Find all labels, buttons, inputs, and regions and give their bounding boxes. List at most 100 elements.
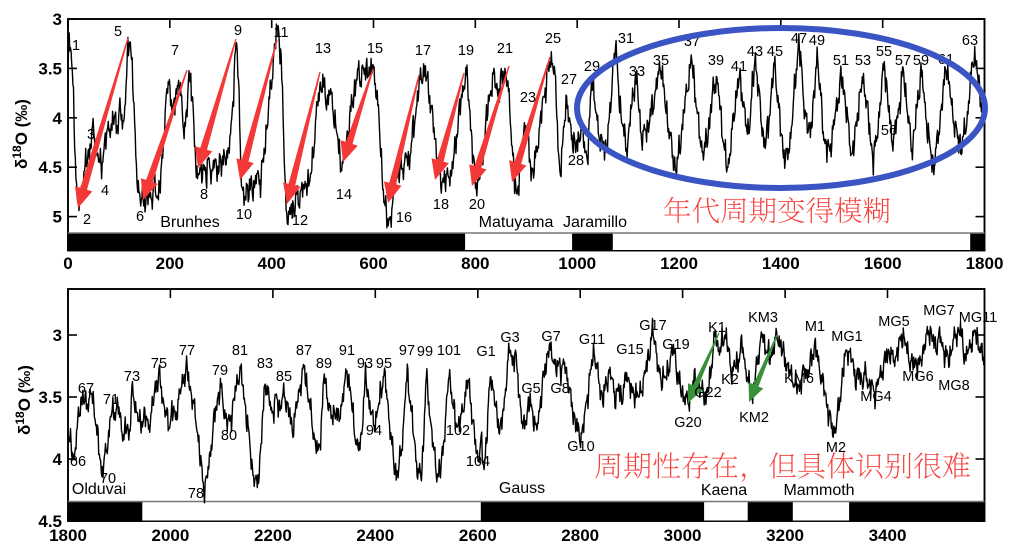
- svg-text:94: 94: [366, 423, 382, 439]
- svg-text:6: 6: [136, 209, 144, 225]
- svg-text:Brunhes: Brunhes: [160, 214, 220, 231]
- svg-text:MG8: MG8: [938, 378, 969, 394]
- svg-text:K2: K2: [721, 372, 739, 388]
- svg-text:G10: G10: [567, 439, 594, 455]
- svg-text:51: 51: [833, 53, 849, 69]
- svg-text:MG1: MG1: [831, 329, 862, 345]
- svg-text:25: 25: [545, 31, 561, 47]
- svg-text:3: 3: [53, 10, 62, 29]
- svg-text:12: 12: [292, 213, 308, 229]
- svg-text:47: 47: [791, 31, 807, 47]
- svg-text:93: 93: [357, 356, 373, 372]
- svg-text:95: 95: [376, 356, 392, 372]
- svg-text:3: 3: [87, 127, 95, 143]
- svg-text:53: 53: [855, 53, 871, 69]
- svg-text:101: 101: [437, 343, 461, 359]
- svg-text:56: 56: [881, 123, 897, 139]
- svg-text:23: 23: [520, 90, 536, 106]
- svg-text:89: 89: [316, 356, 332, 372]
- svg-text:200: 200: [156, 254, 184, 273]
- svg-text:KM2: KM2: [739, 410, 769, 426]
- svg-text:33: 33: [629, 64, 645, 80]
- svg-text:2000: 2000: [151, 526, 189, 545]
- svg-text:16: 16: [396, 210, 412, 226]
- svg-text:63: 63: [962, 33, 978, 49]
- svg-text:1800: 1800: [966, 254, 1004, 273]
- svg-text:9: 9: [234, 23, 242, 39]
- svg-text:MG7: MG7: [923, 303, 954, 319]
- svg-text:4: 4: [53, 109, 63, 128]
- svg-text:G19: G19: [662, 337, 689, 353]
- svg-text:21: 21: [497, 41, 513, 57]
- svg-text:1800: 1800: [49, 526, 87, 545]
- svg-text:71: 71: [103, 392, 119, 408]
- svg-text:3400: 3400: [869, 526, 907, 545]
- svg-text:7: 7: [171, 43, 179, 59]
- svg-text:G5: G5: [521, 381, 540, 397]
- svg-text:99: 99: [417, 344, 433, 360]
- svg-text:G7: G7: [541, 329, 560, 345]
- svg-text:18: 18: [433, 197, 449, 213]
- svg-text:G22: G22: [694, 385, 721, 401]
- svg-text:M2: M2: [826, 440, 846, 456]
- svg-text:M1: M1: [805, 319, 825, 335]
- svg-text:67: 67: [78, 381, 94, 397]
- svg-text:MG5: MG5: [878, 314, 909, 330]
- svg-text:1400: 1400: [762, 254, 800, 273]
- svg-text:55: 55: [876, 44, 892, 60]
- svg-text:4.5: 4.5: [38, 158, 62, 177]
- svg-text:KM6: KM6: [784, 371, 814, 387]
- svg-text:57: 57: [895, 53, 911, 69]
- svg-text:600: 600: [359, 254, 387, 273]
- svg-text:2: 2: [83, 212, 91, 228]
- svg-text:104: 104: [466, 454, 490, 470]
- svg-text:20: 20: [469, 197, 485, 213]
- svg-text:Olduvai: Olduvai: [72, 481, 126, 498]
- svg-text:87: 87: [296, 343, 312, 359]
- svg-text:800: 800: [461, 254, 489, 273]
- svg-text:73: 73: [124, 369, 140, 385]
- svg-text:97: 97: [399, 343, 415, 359]
- svg-text:1600: 1600: [864, 254, 902, 273]
- svg-text:4: 4: [101, 183, 109, 199]
- svg-text:41: 41: [731, 59, 747, 75]
- svg-text:79: 79: [212, 363, 228, 379]
- svg-text:102: 102: [446, 423, 470, 439]
- svg-text:G15: G15: [616, 342, 643, 358]
- svg-text:81: 81: [232, 343, 248, 359]
- svg-text:G20: G20: [674, 415, 701, 431]
- svg-text:Kaena: Kaena: [701, 482, 747, 499]
- svg-text:2400: 2400: [356, 526, 394, 545]
- svg-text:G8: G8: [550, 381, 569, 397]
- svg-text:75: 75: [151, 356, 167, 372]
- svg-text:17: 17: [415, 43, 431, 59]
- svg-text:49: 49: [809, 33, 825, 49]
- svg-text:11: 11: [273, 25, 288, 41]
- svg-text:400: 400: [258, 254, 286, 273]
- svg-text:3.5: 3.5: [38, 388, 62, 407]
- svg-text:45: 45: [767, 44, 783, 60]
- svg-text:MG11: MG11: [959, 310, 997, 326]
- svg-text:19: 19: [458, 43, 474, 59]
- svg-text:G3: G3: [500, 330, 519, 346]
- svg-text:43: 43: [747, 44, 763, 60]
- svg-text:4.5: 4.5: [38, 512, 62, 531]
- svg-text:Mammoth: Mammoth: [783, 482, 854, 499]
- svg-text:91: 91: [339, 343, 355, 359]
- svg-text:14: 14: [336, 187, 352, 203]
- svg-text:66: 66: [70, 454, 86, 470]
- svg-text:39: 39: [708, 53, 724, 69]
- svg-text:3: 3: [53, 326, 62, 345]
- svg-text:28: 28: [568, 153, 584, 169]
- svg-text:27: 27: [561, 72, 577, 88]
- svg-text:59: 59: [913, 53, 929, 69]
- svg-text:KM3: KM3: [748, 310, 778, 326]
- svg-text:3.5: 3.5: [38, 59, 62, 78]
- svg-text:1000: 1000: [558, 254, 596, 273]
- svg-text:2800: 2800: [561, 526, 599, 545]
- svg-text:G11: G11: [579, 332, 605, 348]
- svg-text:77: 77: [179, 343, 195, 359]
- svg-text:3000: 3000: [664, 526, 702, 545]
- svg-text:1200: 1200: [660, 254, 698, 273]
- svg-text:G1: G1: [476, 344, 495, 360]
